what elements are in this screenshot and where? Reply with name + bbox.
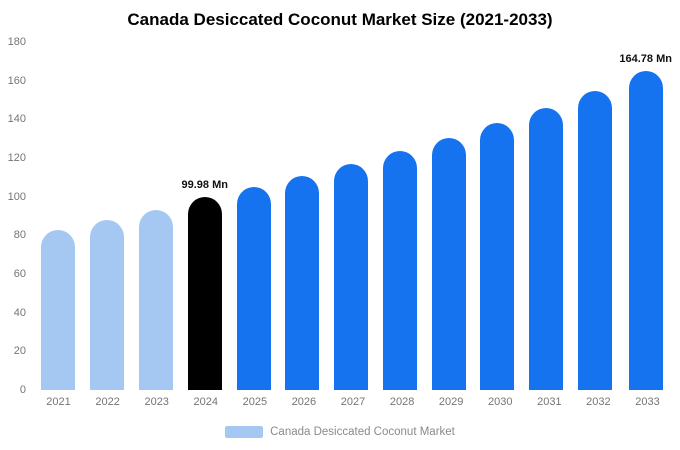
bar-value-label: 164.78 Mn <box>619 53 672 66</box>
bar-2027 <box>334 163 369 390</box>
bar-column <box>278 42 327 390</box>
bar-column <box>522 42 571 390</box>
x-axis-label: 2033 <box>635 396 660 408</box>
bar-2021 <box>41 229 76 390</box>
bar-2029 <box>431 137 466 390</box>
bar-2024 <box>187 196 222 390</box>
y-axis-label: 40 <box>13 306 26 319</box>
bar-2028 <box>382 151 417 390</box>
bar-2032 <box>577 90 612 390</box>
legend-label: Canada Desiccated Coconut Market <box>270 426 455 438</box>
x-axis-label: 2029 <box>438 396 464 408</box>
legend: Canada Desiccated Coconut Market <box>0 426 680 438</box>
x-axis-label: 2027 <box>340 396 366 408</box>
bar-column <box>473 42 522 390</box>
y-axis-label: 80 <box>13 229 26 242</box>
x-axis-label: 2024 <box>193 396 219 408</box>
x-axis-label: 2030 <box>488 396 513 408</box>
x-axis-label: 2023 <box>144 396 169 408</box>
y-axis-label: 180 <box>7 36 26 48</box>
y-axis-label: 60 <box>13 268 26 280</box>
x-axis-label: 2028 <box>389 396 415 408</box>
y-axis: 0 20 40 60 80 100 120 140 160 180 <box>0 36 28 396</box>
plot-area: 99.98 Mn 164.78 Mn <box>34 42 672 390</box>
bar-column <box>83 42 132 390</box>
bar-column <box>327 42 376 390</box>
bar-2025 <box>236 187 271 390</box>
bar-value-label: 99.98 Mn <box>181 178 228 191</box>
bar-column <box>375 42 424 390</box>
bar-2023 <box>138 210 173 390</box>
y-axis-label: 0 <box>19 384 26 396</box>
x-axis: 2021 2022 2023 2024 2025 2026 2027 2028 2029 2030… <box>34 396 672 408</box>
bar-column <box>424 42 473 390</box>
bar-2033 <box>628 71 663 390</box>
y-axis-label: 20 <box>13 345 26 358</box>
x-axis-label: 2021 <box>46 396 71 408</box>
x-axis-label: 2031 <box>537 396 562 408</box>
y-axis-label: 160 <box>7 74 26 87</box>
y-axis-label: 100 <box>7 190 26 203</box>
bar-column <box>34 42 83 390</box>
bar-2030 <box>480 123 515 390</box>
y-axis-label: 120 <box>7 152 26 164</box>
bar-2022 <box>90 219 125 390</box>
bar-column <box>132 42 181 390</box>
legend-swatch <box>225 426 264 438</box>
chart-title: Canada Desiccated Coconut Market Size (2… <box>127 10 553 29</box>
x-axis-label: 2022 <box>95 396 120 408</box>
bar-2031 <box>529 107 564 390</box>
y-axis-label: 140 <box>7 113 26 126</box>
x-axis-label: 2032 <box>586 396 611 408</box>
bar-column <box>229 42 278 390</box>
bar-2026 <box>285 176 320 390</box>
x-axis-label: 2026 <box>291 396 317 408</box>
bar-column: 164.78 Mn <box>619 42 672 390</box>
bar-column: 99.98 Mn <box>180 42 229 390</box>
bar-column <box>571 42 620 390</box>
x-axis-label: 2025 <box>242 396 268 408</box>
